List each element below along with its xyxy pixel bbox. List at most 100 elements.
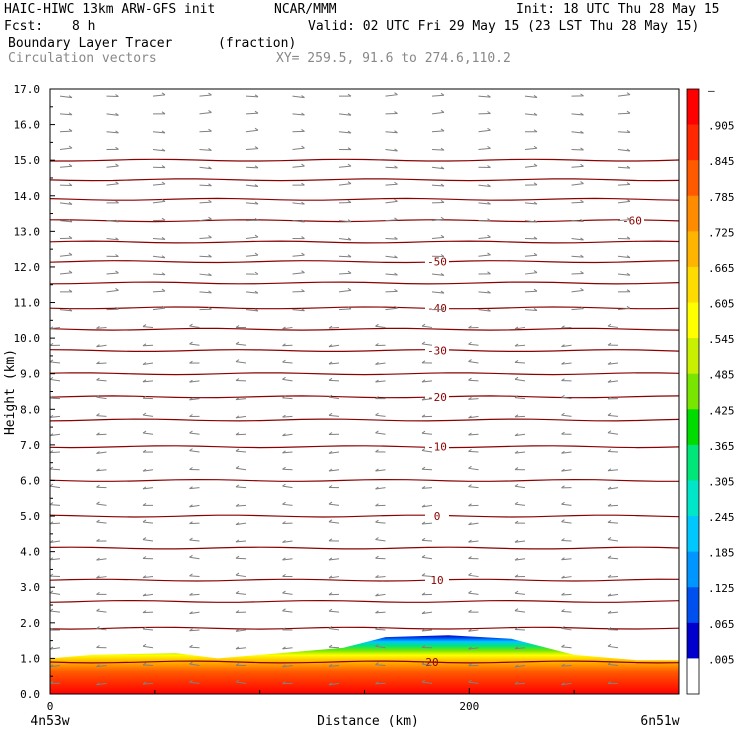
wind-vector <box>385 183 398 186</box>
vector-arrowhead <box>561 575 565 579</box>
wind-vector <box>571 220 584 222</box>
wind-vector <box>152 94 166 97</box>
vector-arrowhead <box>514 483 519 487</box>
vector-arrowhead <box>189 537 193 541</box>
vector-arrowhead <box>626 305 631 309</box>
wind-vector <box>245 291 259 294</box>
wind-vector <box>524 95 538 98</box>
vector-arrowhead <box>301 236 305 240</box>
vector-arrowhead <box>607 537 612 540</box>
wind-vector <box>328 665 340 667</box>
vector-arrowhead <box>421 448 426 451</box>
vector-arrowhead <box>115 112 119 116</box>
vector-arrowhead <box>607 574 612 578</box>
vector-arrowhead <box>421 504 426 508</box>
vector-arrowhead <box>282 627 286 631</box>
wind-vector <box>106 131 119 134</box>
vector-arrowhead <box>96 325 100 329</box>
wind-vector <box>468 681 479 684</box>
wind-vector <box>561 344 572 348</box>
wind-vector <box>199 94 212 97</box>
vector-arrowhead <box>347 237 352 241</box>
wind-vector <box>524 113 538 116</box>
vector-arrowhead <box>607 342 612 346</box>
wind-vector <box>514 682 526 685</box>
wind-vector <box>375 432 386 435</box>
vector-arrowhead <box>468 359 472 362</box>
wind-vector <box>328 396 340 400</box>
vector-arrowhead <box>375 379 379 383</box>
wind-vector <box>375 593 386 597</box>
wind-vector <box>96 682 107 686</box>
vector-arrowhead <box>421 486 426 489</box>
wind-vector <box>617 307 631 311</box>
vector-arrowhead <box>468 432 472 436</box>
contour-line <box>50 478 679 482</box>
vector-arrowhead <box>282 501 286 505</box>
wind-vector <box>385 237 398 240</box>
wind-vector <box>50 361 61 364</box>
y-tick-label: 14.0 <box>14 190 41 203</box>
vector-arrowhead <box>607 412 612 416</box>
wind-vector <box>152 255 166 259</box>
wind-vector <box>50 326 61 330</box>
vector-arrowhead <box>282 343 286 347</box>
wind-vector <box>96 503 107 506</box>
contour-line <box>50 197 679 201</box>
vector-arrowhead <box>208 306 212 310</box>
wind-vector <box>524 290 538 293</box>
vector-arrowhead <box>607 449 612 452</box>
wind-vector <box>189 629 200 632</box>
contour-line <box>50 578 679 582</box>
vector-arrowhead <box>189 323 193 327</box>
vector-arrowhead <box>468 503 472 507</box>
vector-arrowhead <box>96 626 100 629</box>
y-tick-label: 7.0 <box>20 439 40 452</box>
vector-arrowhead <box>394 148 398 152</box>
vector-arrowhead <box>142 575 147 579</box>
vector-arrowhead <box>115 146 119 150</box>
wind-vector <box>561 665 572 667</box>
colorbar-label: .725 <box>708 226 735 239</box>
vector-arrowhead <box>347 219 352 223</box>
vector-arrowhead <box>561 485 565 489</box>
contour-line <box>50 599 679 603</box>
wind-vector <box>468 398 479 400</box>
vector-arrowhead <box>235 590 240 594</box>
vector-arrowhead <box>96 608 100 612</box>
vector-arrowhead <box>440 290 445 294</box>
wind-vector <box>142 432 154 435</box>
wind-vector <box>106 220 119 223</box>
wind-vector <box>199 149 212 151</box>
wind-vector <box>561 451 572 454</box>
vector-arrowhead <box>301 128 305 132</box>
vector-arrowhead <box>328 557 333 561</box>
wind-vector <box>328 414 340 417</box>
wind-vector <box>199 184 212 187</box>
vector-arrowhead <box>282 557 286 561</box>
vector-arrowhead <box>208 166 212 170</box>
wind-vector <box>617 131 631 133</box>
wind-vector <box>385 255 398 259</box>
wind-vector <box>561 646 572 649</box>
wind-vector <box>607 380 619 383</box>
y-tick-label: 6.0 <box>20 474 40 487</box>
vector-legend-label: Circulation vectors <box>8 51 157 66</box>
wind-vector <box>189 539 200 542</box>
vector-arrowhead <box>394 92 398 96</box>
vector-arrowhead <box>514 376 519 380</box>
wind-vector <box>96 379 107 382</box>
vector-arrowhead <box>626 198 631 202</box>
vector-arrowhead <box>161 288 166 292</box>
vector-arrowhead <box>142 537 147 541</box>
wind-vector <box>607 325 619 328</box>
wind-vector <box>607 414 619 417</box>
wind-vector <box>152 290 166 293</box>
vector-arrowhead <box>328 501 333 505</box>
wind-vector <box>282 558 293 561</box>
wind-vector <box>292 202 305 205</box>
vector-arrowhead <box>254 127 259 131</box>
vector-arrowhead <box>68 128 73 132</box>
wind-vector <box>607 487 619 490</box>
wind-vector <box>245 148 259 150</box>
